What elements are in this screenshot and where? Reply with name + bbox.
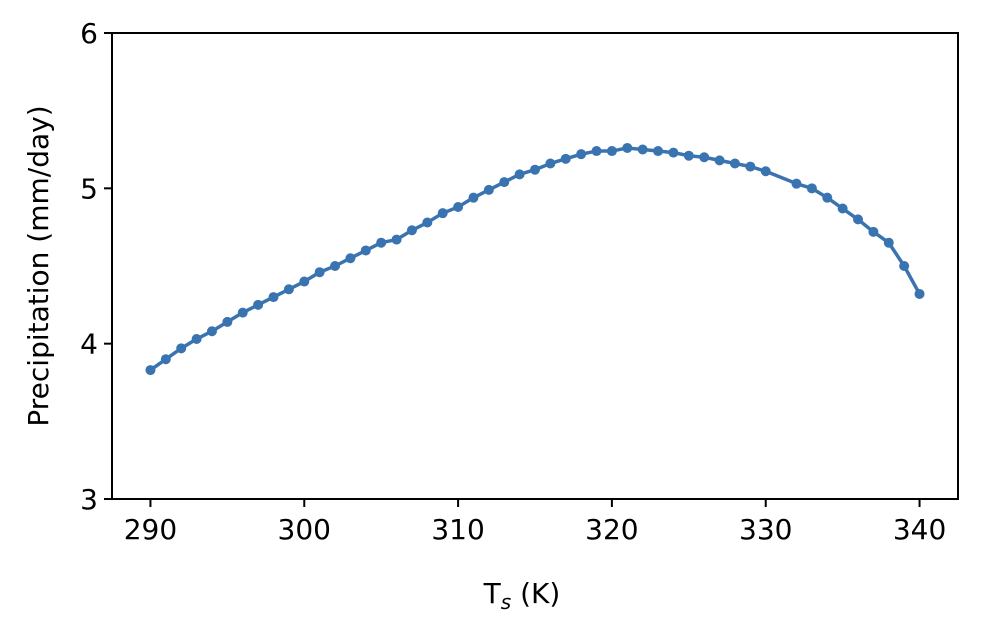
x-tick-label: 330 — [739, 513, 792, 546]
data-point — [422, 217, 433, 228]
data-point — [530, 164, 540, 175]
x-tick-label: 310 — [431, 513, 484, 546]
x-tick-label: 340 — [893, 513, 946, 546]
data-point — [268, 292, 279, 303]
x-tick-label: 320 — [585, 513, 638, 546]
data-point — [360, 245, 371, 256]
data-point — [345, 253, 356, 264]
data-point — [253, 299, 264, 310]
data-point — [806, 183, 817, 194]
y-tick-label: 6 — [80, 17, 98, 50]
data-point — [714, 155, 725, 166]
data-point — [837, 203, 848, 214]
data-point — [853, 214, 864, 225]
x-tick-label: 300 — [278, 513, 331, 546]
data-point — [637, 144, 648, 155]
x-axis-label-sub: s — [501, 590, 511, 614]
data-point — [514, 169, 525, 180]
data-point — [729, 158, 740, 169]
data-point — [822, 192, 833, 203]
plot-area — [111, 32, 959, 500]
data-point — [299, 276, 310, 287]
data-point — [745, 161, 756, 172]
y-tick-label: 5 — [80, 172, 98, 205]
x-axis-label: Ts (K) — [483, 577, 561, 614]
data-point — [237, 307, 248, 318]
data-point — [576, 149, 587, 160]
data-point — [483, 184, 494, 195]
data-point — [606, 146, 617, 157]
data-point — [160, 354, 171, 365]
data-point — [791, 178, 802, 189]
series-layer — [145, 142, 925, 376]
x-axis-ticks: 290 300 310 320 330 340 — [124, 499, 946, 546]
data-point — [591, 146, 602, 157]
data-point — [760, 166, 771, 177]
data-point — [499, 177, 510, 188]
data-point — [653, 146, 664, 157]
data-point — [314, 267, 325, 278]
data-point — [191, 334, 202, 345]
data-point — [914, 288, 925, 299]
y-tick-label: 4 — [80, 328, 98, 361]
x-axis-label-main: T — [483, 577, 502, 610]
data-point — [899, 261, 910, 271]
data-point — [206, 326, 217, 337]
data-point — [883, 237, 894, 248]
data-point — [283, 284, 294, 295]
data-point — [145, 365, 156, 376]
data-point — [622, 142, 633, 153]
data-point — [453, 201, 464, 212]
y-tick-label: 3 — [80, 483, 98, 516]
y-axis-label: Precipitation (mm/day) — [22, 105, 55, 426]
data-point — [376, 237, 387, 248]
data-point — [176, 343, 187, 354]
data-point — [391, 234, 402, 245]
data-point — [560, 153, 571, 164]
data-point — [668, 147, 679, 158]
data-point — [406, 225, 417, 236]
data-point — [468, 192, 479, 203]
x-axis-label-unit: (K) — [511, 577, 560, 610]
data-point — [868, 226, 879, 237]
data-point — [330, 261, 341, 271]
y-axis-ticks: 3 4 5 6 — [80, 17, 112, 516]
data-point — [699, 152, 710, 163]
data-point — [222, 316, 233, 327]
x-tick-label: 290 — [124, 513, 177, 546]
data-point — [437, 208, 448, 219]
data-point — [683, 150, 694, 161]
data-point — [545, 158, 556, 169]
